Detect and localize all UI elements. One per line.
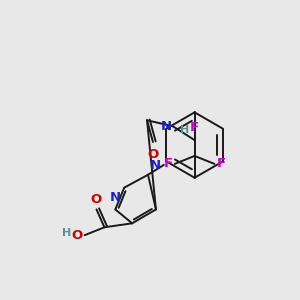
Text: N: N <box>150 159 161 172</box>
Text: F: F <box>164 158 173 170</box>
Text: N: N <box>110 190 121 204</box>
Text: F: F <box>190 121 199 134</box>
Text: O: O <box>91 194 102 206</box>
Text: F: F <box>216 158 226 170</box>
Text: H: H <box>62 228 72 238</box>
Text: O: O <box>147 148 159 161</box>
Text: O: O <box>71 229 82 242</box>
Text: N: N <box>161 120 172 133</box>
Text: H: H <box>180 125 189 135</box>
